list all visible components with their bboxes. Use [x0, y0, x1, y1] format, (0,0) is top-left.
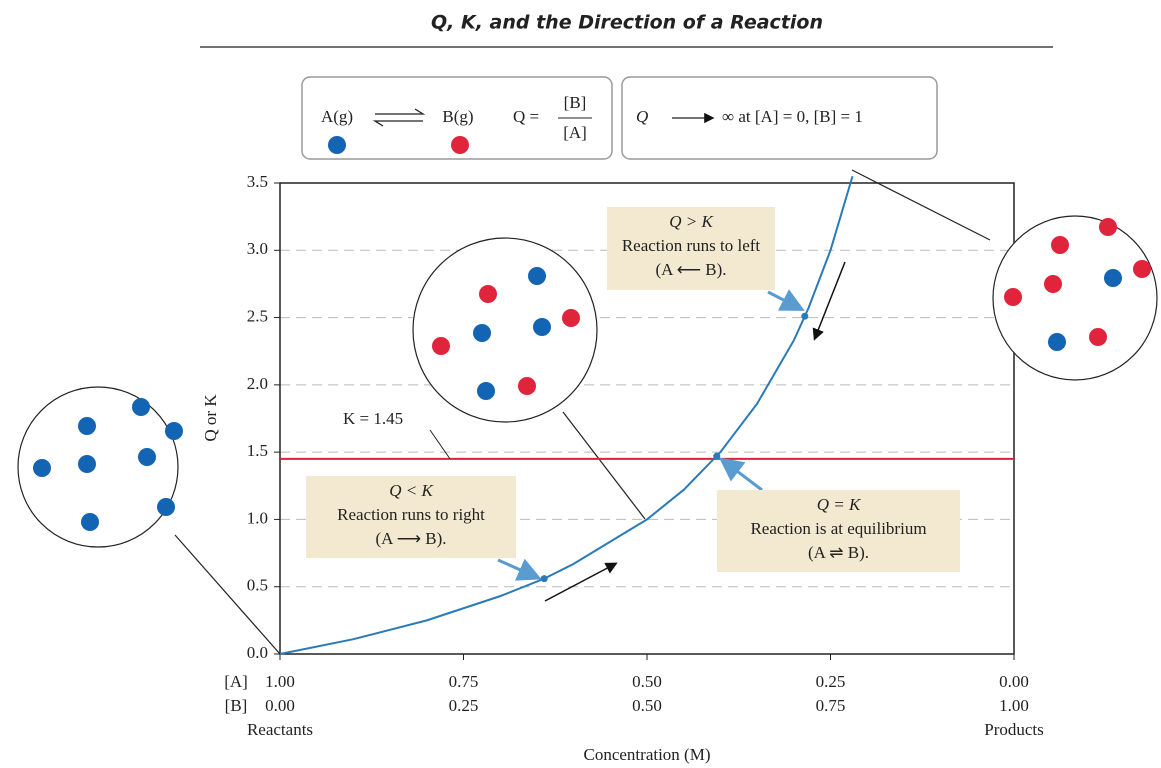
products-label: Products: [984, 720, 1044, 739]
b-row-label: [B]: [225, 696, 248, 715]
reactant: A(g): [321, 107, 353, 126]
k-leader: [430, 430, 450, 459]
annotation: Q = K Reaction is at equilibrium (A ⇌ B).: [717, 490, 960, 572]
limit-text: ∞ at [A] = 0, [B] = 1: [722, 107, 863, 126]
chart-title: Q, K, and the Direction of a Reaction: [431, 12, 823, 34]
product: B(g): [442, 107, 473, 126]
limit-q: Q: [636, 107, 648, 126]
y-tick-label: 2.0: [247, 374, 268, 393]
callout-arrow: [768, 292, 799, 308]
callout-arrow: [724, 461, 762, 490]
y-tick-label: 2.5: [247, 306, 268, 325]
y-tick-label: 0.0: [247, 643, 268, 662]
x-axis-label: Concentration (M): [584, 745, 711, 764]
q-num: [B]: [564, 93, 587, 112]
b-tick-label: 0.75: [816, 696, 846, 715]
b-tick-label: 0.50: [632, 696, 662, 715]
y-tick-label: 1.0: [247, 508, 268, 527]
state-point: [801, 313, 808, 320]
annotation-line: Q > K: [669, 212, 714, 231]
limit-box: Q ∞ at [A] = 0, [B] = 1: [622, 77, 937, 159]
reaction-box: A(g) B(g) Q = [B] [A]: [302, 77, 612, 159]
annotation-line: (A ⇌ B).: [808, 543, 869, 562]
annotation-line: Reaction runs to right: [337, 505, 485, 524]
annotation-line: Reaction runs to left: [622, 236, 761, 255]
y-tick-label: 3.5: [247, 172, 268, 191]
y-axis-label: Q or K: [201, 394, 220, 442]
annotation-line: Q = K: [817, 495, 862, 514]
b-tick-label: 0.00: [265, 696, 295, 715]
state-point: [541, 575, 548, 582]
page: {"chart_data": { "type": "line", "title"…: [0, 0, 1161, 768]
annotation-line: (A ⟶ B).: [375, 529, 446, 548]
y-tick-label: 1.5: [247, 441, 268, 460]
annotation-line: Q < K: [389, 481, 434, 500]
b-tick-label: 1.00: [999, 696, 1029, 715]
y-tick-label: 3.0: [247, 239, 268, 258]
a-tick-label: 0.50: [632, 672, 662, 691]
annotation: Q > K Reaction runs to left (A ⟵ B).: [607, 207, 775, 290]
molecules: [33, 218, 1151, 531]
annotation: Q < K Reaction runs to right (A ⟶ B).: [306, 476, 516, 558]
state-point: [713, 453, 720, 460]
a-tick-label: 0.75: [449, 672, 479, 691]
b-tick-label: 0.25: [449, 696, 479, 715]
a-row-label: [A]: [224, 672, 248, 691]
a-tick-label: 1.00: [265, 672, 295, 691]
a-tick-label: 0.25: [816, 672, 846, 691]
callout-arrow: [498, 560, 536, 577]
q-eq: Q =: [513, 107, 539, 126]
a-tick-label: 0.00: [999, 672, 1029, 691]
k-label: K = 1.45: [343, 409, 403, 428]
y-tick-label: 0.5: [247, 576, 268, 595]
reactants-label: Reactants: [247, 720, 313, 739]
chart: Q, K, and the Direction of a Reaction A(…: [0, 0, 1161, 768]
annotation-line: Reaction is at equilibrium: [750, 519, 926, 538]
q-den: [A]: [563, 123, 587, 142]
zoom-circles: [18, 170, 1157, 654]
annotation-line: (A ⟵ B).: [655, 260, 726, 279]
